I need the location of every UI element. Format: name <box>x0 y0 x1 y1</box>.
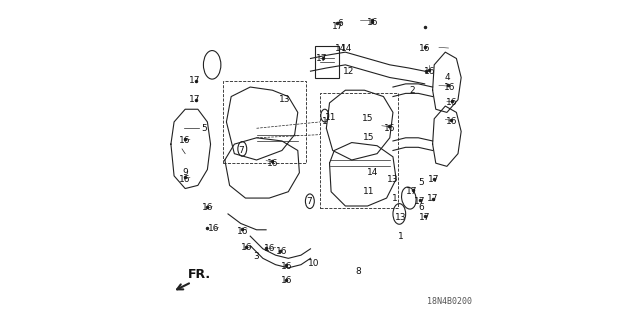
Text: 6: 6 <box>419 203 424 212</box>
Text: 16: 16 <box>367 18 378 27</box>
Text: 15: 15 <box>362 114 373 123</box>
Text: 17: 17 <box>332 22 343 31</box>
Text: 16: 16 <box>241 243 253 252</box>
Text: 16: 16 <box>237 227 248 236</box>
Text: 16: 16 <box>179 136 191 146</box>
Text: 17: 17 <box>427 194 438 203</box>
Text: 5: 5 <box>202 124 207 133</box>
Text: 8: 8 <box>355 267 361 276</box>
Text: 16: 16 <box>179 174 191 184</box>
Text: 16: 16 <box>202 203 213 212</box>
Text: 18N4B0200: 18N4B0200 <box>428 297 472 306</box>
Text: 17: 17 <box>414 197 426 206</box>
Text: 14: 14 <box>367 168 378 177</box>
Text: 16: 16 <box>267 159 278 168</box>
Text: 17: 17 <box>189 95 200 104</box>
Text: 7: 7 <box>306 197 312 206</box>
Text: 16: 16 <box>424 67 435 76</box>
Text: 11: 11 <box>364 187 375 196</box>
Text: FR.: FR. <box>188 268 211 281</box>
Text: 16: 16 <box>444 83 456 92</box>
Text: 6: 6 <box>338 19 344 28</box>
Text: 13: 13 <box>387 174 399 184</box>
Text: 16: 16 <box>264 244 275 253</box>
Text: 7: 7 <box>238 146 244 155</box>
Text: 1: 1 <box>322 117 328 126</box>
Text: 16: 16 <box>208 224 220 233</box>
Text: 13: 13 <box>395 212 406 222</box>
Text: 5: 5 <box>419 178 424 187</box>
Text: 14: 14 <box>341 44 353 53</box>
Text: 12: 12 <box>343 67 354 76</box>
Text: 10: 10 <box>308 259 319 268</box>
Text: 17: 17 <box>428 174 440 184</box>
Text: 11: 11 <box>325 113 337 122</box>
Text: 17: 17 <box>406 187 418 196</box>
Text: 1: 1 <box>398 232 404 241</box>
Text: 16: 16 <box>446 117 458 126</box>
Text: 16: 16 <box>281 276 292 285</box>
Text: 16: 16 <box>276 247 288 257</box>
Text: 17: 17 <box>316 54 327 63</box>
Text: 9: 9 <box>182 168 188 177</box>
Text: 17: 17 <box>189 76 200 85</box>
Text: 2: 2 <box>409 86 415 95</box>
Text: 17: 17 <box>419 212 431 222</box>
Text: 16: 16 <box>419 44 431 53</box>
Text: 1: 1 <box>392 194 397 203</box>
Text: 16: 16 <box>384 124 396 133</box>
Text: 4: 4 <box>444 73 450 82</box>
Text: 16: 16 <box>446 99 458 108</box>
Text: 14: 14 <box>335 44 346 53</box>
Text: 3: 3 <box>253 252 259 261</box>
Text: 13: 13 <box>279 95 291 104</box>
Text: 15: 15 <box>364 133 375 142</box>
Text: 16: 16 <box>281 262 292 271</box>
